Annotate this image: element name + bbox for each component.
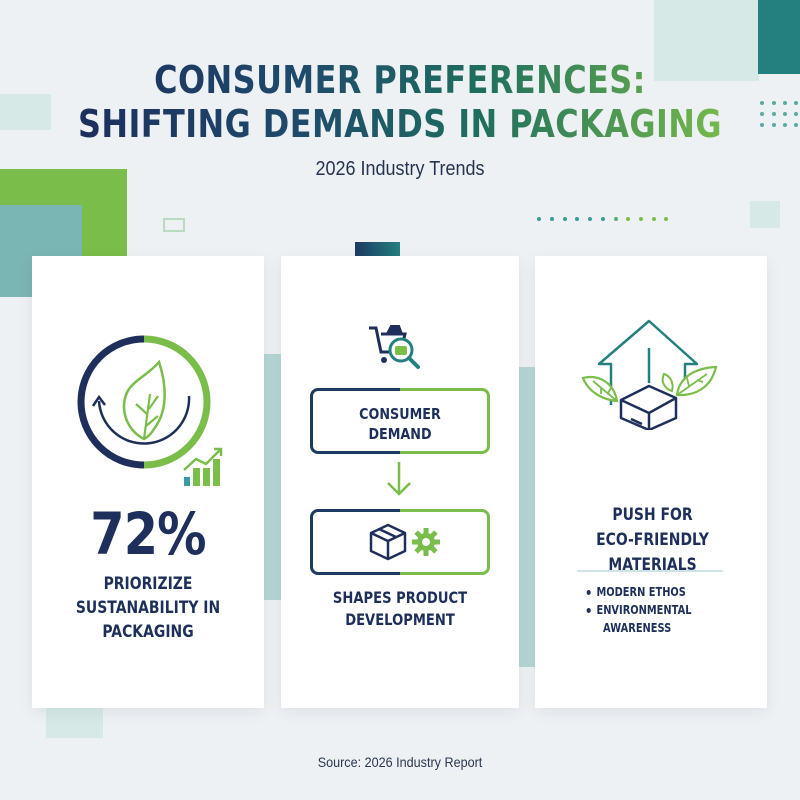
decor-green-block-lower — [82, 169, 127, 256]
stat-card-sustainability: 72% PRIORIZIZE SUSTANABILITY IN PACKAGIN… — [32, 256, 264, 708]
decor-teal-rect-topright — [758, 0, 800, 74]
title-line-2: SHIFTING DEMANDS IN PACKAGING — [64, 102, 736, 146]
decor-gradient-tab — [355, 242, 400, 256]
card-title-line: MATERIALS — [608, 555, 697, 575]
card-title-line: PUSH FOR — [612, 505, 693, 525]
flow-box-consumer-demand: CONSUMER DEMAND — [310, 388, 490, 454]
flow-box-label-line: DEMAND — [368, 425, 432, 443]
decor-pale-rect-topright — [654, 0, 759, 81]
stat-label: PRIORIZIZE SUSTANABILITY IN PACKAGING — [53, 572, 243, 644]
gear-icon — [412, 528, 440, 556]
bullet-text-continued: AWARENESS — [603, 621, 672, 635]
flow-card-demand: CONSUMER DEMAND SHAPE — [281, 256, 519, 708]
bullet-item: MODERN ETHOS — [585, 583, 708, 601]
bullet-text: MODERN ETHOS — [596, 585, 686, 599]
flow-caption: SHAPES PRODUCT DEVELOPMENT — [302, 587, 497, 631]
decor-bar-right — [517, 367, 535, 667]
flow-caption-line: DEVELOPMENT — [345, 610, 455, 629]
decor-outline-rect — [163, 218, 185, 232]
decor-pale-square-right — [750, 201, 780, 228]
growth-bar-chart-icon — [183, 447, 223, 486]
stat-label-line: PRIORIZIZE — [103, 574, 193, 594]
flow-box-label-line: CONSUMER — [359, 405, 441, 423]
page-title: CONSUMER PREFERENCES: SHIFTING DEMANDS I… — [64, 58, 736, 146]
decor-bar-left — [263, 354, 281, 600]
bullet-text: ENVIRONMENTAL — [596, 603, 692, 617]
arrow-up-box-leaves-icon — [581, 319, 718, 430]
stat-label-line: SUSTANABILITY IN — [75, 598, 221, 618]
shopping-cart-search-icon — [369, 325, 420, 369]
leaf-recycle-ring-icon — [77, 335, 211, 469]
title-line-1: CONSUMER PREFERENCES: — [64, 58, 736, 102]
bullet-item: ENVIRONMENTAL AWARENESS — [585, 601, 708, 637]
arrow-down-icon — [387, 462, 411, 496]
divider — [577, 570, 723, 572]
page-subtitle: 2026 Industry Trends — [315, 158, 485, 180]
flow-box-product-development — [310, 509, 490, 575]
source-note: Source: 2026 Industry Report — [317, 754, 483, 770]
flow-caption-line: SHAPES PRODUCT — [332, 588, 468, 607]
card-title: PUSH FOR ECO-FRIENDLY MATERIALS — [556, 503, 749, 578]
stat-value: 72% — [90, 500, 206, 568]
card-title-line: ECO-FRIENDLY — [596, 530, 709, 550]
bullet-list: MODERN ETHOS ENVIRONMENTAL AWARENESS — [585, 583, 735, 637]
info-card-eco-materials: PUSH FOR ECO-FRIENDLY MATERIALS MODERN E… — [535, 256, 767, 708]
stat-label-line: PACKAGING — [102, 622, 194, 642]
box-icon — [369, 523, 407, 561]
flow-box-label: CONSUMER DEMAND — [326, 404, 474, 444]
decor-pale-rect-left — [0, 94, 51, 130]
